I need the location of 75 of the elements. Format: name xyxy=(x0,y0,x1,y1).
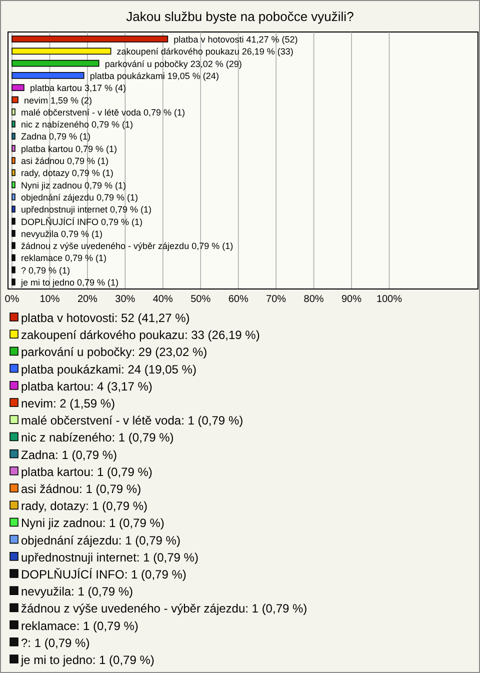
category-label: platba v hotovosti 41,27 % (52) xyxy=(174,34,298,44)
bar xyxy=(12,157,16,164)
x-tick-label: 80% xyxy=(304,294,324,305)
text: nic z nabízeného: 1 (0,79 %) xyxy=(21,430,174,445)
category-label: rady, dotazy 0,79 % (1) xyxy=(20,168,114,178)
bar xyxy=(12,206,16,212)
chart-title: Jakou službu byste na pobočce využili? xyxy=(126,9,354,24)
bar xyxy=(12,181,16,188)
text: asi žádnou: 1 (0,79 %) xyxy=(21,482,142,496)
bar xyxy=(12,96,18,104)
bar xyxy=(12,266,16,274)
category-label: platba poukázkami 19,05 % (24) xyxy=(90,70,219,81)
bar xyxy=(12,254,16,262)
text: parkování u pobočky: 29 (23,02 %) xyxy=(21,345,208,360)
category-label: Nyni jiz zadnou 0,79 % (1) xyxy=(20,180,126,190)
text: platba poukázkami: 24 (19,05 %) xyxy=(21,362,196,376)
text: DOPLŇUJÍCÍ INFO: 1 (0,79 %) xyxy=(21,568,186,582)
category-label: platba kartou 0,79 % (1) xyxy=(20,144,118,154)
text: reklamace: 1 (0,79 %) xyxy=(21,618,138,633)
text: upřednostnuji internet: 1 (0,79 %) xyxy=(21,550,198,564)
category-label: reklamace 0,79 % (1) xyxy=(20,253,107,264)
bar xyxy=(12,72,84,79)
category-label: zakoupení dárkového poukazu 26,19 % (33) xyxy=(116,46,294,57)
x-tick-label: 30% xyxy=(115,294,136,305)
bar xyxy=(12,84,24,91)
x-tick-label: 50% xyxy=(190,294,211,305)
text: rady, dotazy: 1 (0,79 %) xyxy=(21,499,148,514)
category-label: nic z nabízeného 0,79 % (1) xyxy=(20,120,134,130)
text: žádnou z výše uvedeného - výběr zájezdu: 1 (0,79 %) xyxy=(21,602,308,616)
category-label: parkování u pobočky 23,02 % (29) xyxy=(104,58,242,69)
text: platba kartou: 4 (3,17 %) xyxy=(21,379,152,394)
bar xyxy=(12,36,168,42)
category-label: upřednostnuji internet 0,79 % (1) xyxy=(20,204,152,215)
x-tick-label: 90% xyxy=(342,294,362,305)
x-tick-label: 60% xyxy=(228,294,248,305)
text: Zadna: 1 (0,79 %) xyxy=(21,448,118,462)
bar xyxy=(12,169,16,176)
text: platba v hotovosti: 52 (41,27 %) xyxy=(21,311,190,325)
category-label: Zadna 0,79 % (1) xyxy=(20,132,91,142)
category-label: nevyužila 0,79 % (1) xyxy=(20,228,103,239)
category-label: je mi to jedno 0,79 % (1) xyxy=(20,278,119,288)
x-tick-label: 40% xyxy=(152,294,174,305)
x-tick-label: 70% xyxy=(266,294,286,305)
bar xyxy=(12,278,16,286)
category-label: DOPLŇUJÍCÍ INFO 0,79 % (1) xyxy=(20,216,143,227)
text: platba kartou: 1 (0,79 %) xyxy=(21,464,152,479)
bar xyxy=(12,242,16,249)
category-label: malé občerstvení - v létě voda 0,79 % (1) xyxy=(20,107,186,118)
category-label: objednání zájezdu 0,79 % (1) xyxy=(20,192,138,202)
text: nevim: 2 (1,59 %) xyxy=(21,396,116,410)
category-label: ? 0,79 % (1) xyxy=(20,265,70,276)
text: Nyni jiz zadnou: 1 (0,79 %) xyxy=(21,516,164,530)
text: zakoupení dárkového poukazu: 33 (26,19 %) xyxy=(21,328,260,342)
x-tick-label: 100% xyxy=(376,294,402,305)
bar xyxy=(12,132,16,140)
text: ?: 1 (0,79 %) xyxy=(21,636,90,650)
bar xyxy=(12,218,16,225)
category-label: žádnou z výše uvedeného - výběr zájezdu 0,79 % (1) xyxy=(20,241,234,252)
x-tick-label: 20% xyxy=(77,294,98,305)
x-tick-label: 0% xyxy=(4,294,20,305)
category-label: nevim 1,59 % (2) xyxy=(24,95,92,106)
bar xyxy=(12,194,16,200)
bar xyxy=(12,48,112,55)
bar xyxy=(12,144,16,152)
x-tick-label: 10% xyxy=(40,294,60,305)
category-label: asi žádnou 0,79 % (1) xyxy=(20,156,109,166)
text: je mi to jedno: 1 (0,79 %) xyxy=(20,653,154,667)
text: nevyužila: 1 (0,79 %) xyxy=(21,584,134,599)
bar xyxy=(12,230,16,237)
bar xyxy=(12,60,100,67)
bar xyxy=(12,108,16,116)
bar xyxy=(12,120,16,128)
text: objednání zájezdu: 1 (0,79 %) xyxy=(21,533,180,548)
category-label: platba kartou 3,17 % (4) xyxy=(30,83,126,94)
text: malé občerstvení - v létě voda: 1 (0,79 %) xyxy=(21,414,244,428)
